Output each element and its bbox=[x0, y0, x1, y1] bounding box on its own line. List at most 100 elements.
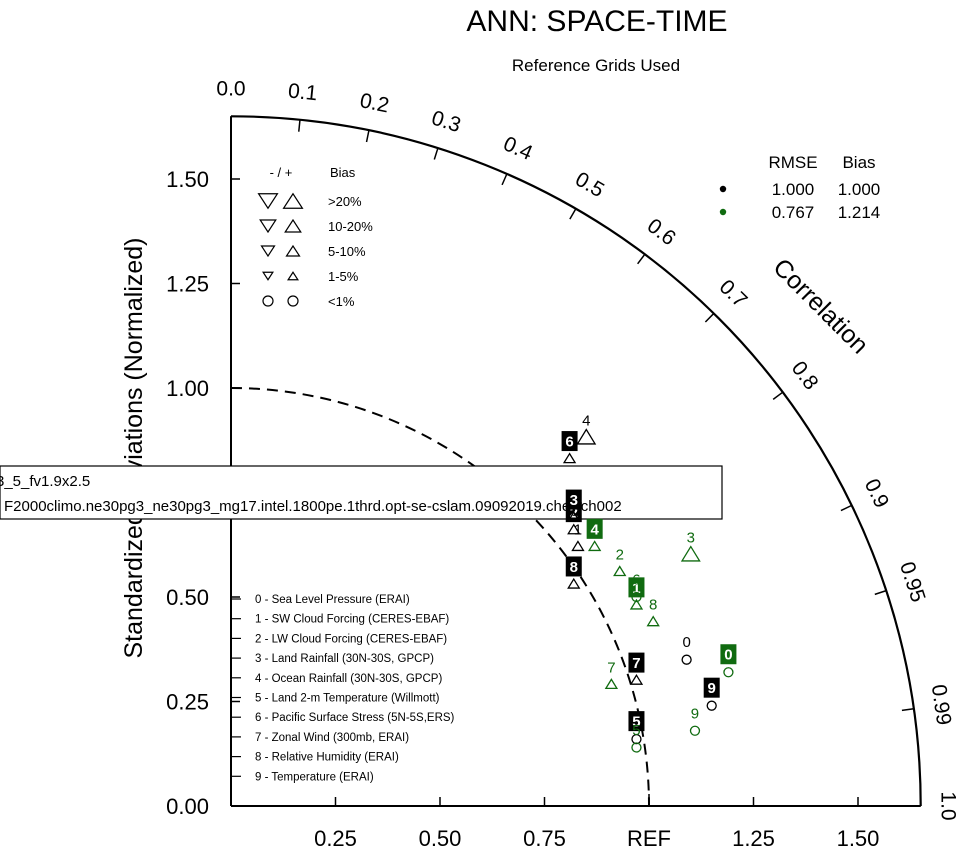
chart-title: ANN: SPACE-TIME bbox=[466, 5, 727, 38]
data-point-marker bbox=[567, 523, 581, 535]
correlation-tick-label: 0.4 bbox=[500, 132, 536, 165]
bias-legend-label: 10-20% bbox=[328, 219, 373, 234]
data-point-label: 8 bbox=[570, 559, 578, 576]
data-point-label-box bbox=[703, 677, 720, 698]
case-name-box bbox=[0, 465, 723, 520]
stats-rmse-header: RMSE bbox=[768, 153, 817, 172]
y-tick-label: 1.25 bbox=[166, 272, 209, 297]
bias-legend-bias-header: Bias bbox=[330, 165, 356, 180]
variable-list-item: 9 - Temperature (ERAI) bbox=[255, 771, 374, 783]
correlation-tick bbox=[501, 173, 508, 186]
data-point-marker bbox=[567, 510, 581, 522]
correlation-tick-label: 0.6 bbox=[643, 214, 680, 250]
data-point-label: 0 bbox=[724, 647, 732, 664]
variable-list-item: 7 - Zonal Wind (300mb, ERAI) bbox=[255, 732, 409, 744]
data-point-label: 3 bbox=[687, 530, 695, 547]
data-point-label: 7 bbox=[632, 655, 640, 672]
bias-legend-label: <1% bbox=[328, 294, 355, 309]
bias-legend-pos-icon bbox=[287, 271, 299, 281]
correlation-tick bbox=[365, 130, 370, 143]
stats-bias-value: 1.000 bbox=[838, 180, 881, 199]
correlation-tick-label: 0.99 bbox=[927, 683, 956, 727]
stats-bias-value: 1.214 bbox=[838, 203, 881, 222]
bias-legend-pos-icon bbox=[282, 192, 304, 209]
bias-legend-neg-icon bbox=[257, 193, 279, 210]
bias-legend-neg-icon bbox=[262, 271, 274, 281]
y-tick-label: 1.50 bbox=[166, 167, 209, 192]
bias-legend-pos-icon bbox=[285, 244, 301, 257]
data-point-marker bbox=[631, 742, 642, 753]
y-tick-label: 0.00 bbox=[166, 794, 209, 819]
data-point-label: 2 bbox=[616, 546, 624, 563]
x-tick-label: REF bbox=[627, 826, 671, 851]
variable-list-item: 4 - Ocean Rainfall (30N-30S, GPCP) bbox=[255, 673, 442, 685]
x-tick-label: 1.25 bbox=[732, 826, 775, 851]
data-point-label-box bbox=[565, 489, 582, 510]
data-point-marker bbox=[576, 428, 597, 445]
data-point-label: 9 bbox=[691, 705, 699, 722]
correlation-tick bbox=[874, 589, 887, 596]
bias-legend-label: >20% bbox=[328, 194, 362, 209]
y-tick-label: 1.00 bbox=[166, 376, 209, 401]
correlation-tick bbox=[637, 253, 646, 265]
correlation-tick bbox=[569, 208, 577, 220]
correlation-tick bbox=[298, 119, 301, 132]
data-point-label: 5 bbox=[632, 722, 640, 739]
data-point-label: 6 bbox=[565, 434, 573, 451]
stats-rmse-value: 1.000 bbox=[772, 180, 815, 199]
data-point-marker bbox=[613, 565, 627, 577]
data-point-label: 6 bbox=[632, 572, 640, 589]
correlation-tick-label: 0.8 bbox=[787, 357, 823, 394]
data-point-label: 1 bbox=[632, 580, 640, 597]
data-point-marker bbox=[588, 540, 602, 552]
variable-list-item: 5 - Land 2-m Temperature (Willmott) bbox=[255, 693, 440, 705]
x-tick-label: 0.50 bbox=[419, 826, 462, 851]
correlation-tick-label: 1.0 bbox=[937, 791, 960, 820]
data-point-label-box bbox=[565, 556, 582, 577]
correlation-tick bbox=[840, 504, 853, 512]
variable-list-item: 2 - LW Cloud Forcing (CERES-EBAF) bbox=[255, 633, 447, 645]
data-point-label: 0 bbox=[682, 634, 690, 651]
data-point-label: 4 bbox=[582, 413, 590, 430]
data-point-marker bbox=[604, 678, 619, 690]
data-point-marker bbox=[571, 540, 585, 552]
stats-bias-header: Bias bbox=[842, 153, 875, 172]
correlation-tick-label: 0.5 bbox=[571, 168, 608, 203]
variable-list-item: 6 - Pacific Surface Stress (5N-5S,ERS) bbox=[255, 712, 455, 724]
correlation-arc bbox=[230, 115, 922, 807]
bias-legend-pos-icon bbox=[284, 218, 302, 233]
data-point-label-box bbox=[628, 577, 645, 598]
data-point-label: 8 bbox=[649, 597, 657, 614]
data-point-marker bbox=[629, 598, 644, 610]
correlation-tick-label: 0.9 bbox=[860, 475, 893, 511]
variable-list-item: 1 - SW Cloud Forcing (CERES-EBAF) bbox=[255, 614, 449, 626]
x-tick-label: 0.75 bbox=[523, 826, 566, 851]
data-point-label: 3 bbox=[570, 492, 578, 509]
data-point-label-box bbox=[720, 644, 737, 665]
data-point-marker bbox=[689, 725, 701, 736]
data-point-label: 9 bbox=[708, 680, 716, 697]
variable-list-item: 8 - Relative Humidity (ERAI) bbox=[255, 752, 399, 764]
correlation-tick-label: 0.7 bbox=[715, 275, 752, 312]
bias-legend-label: 1-5% bbox=[328, 269, 359, 284]
data-point-label: 4 bbox=[590, 521, 599, 538]
bias-legend-pos-icon bbox=[287, 295, 299, 307]
variable-list-item: 3 - Land Rainfall (30N-30S, GPCP) bbox=[255, 653, 434, 665]
correlation-tick bbox=[772, 391, 784, 400]
correlation-tick bbox=[901, 707, 914, 712]
data-point-label-box bbox=[586, 518, 603, 539]
case-name-first: F2000climo.ne30pg3_ne30pg3_mg17.intel.18… bbox=[4, 498, 622, 515]
stats-series-dot bbox=[719, 185, 727, 193]
variable-list-item: 0 - Sea Level Pressure (ERAI) bbox=[255, 594, 410, 606]
data-point-marker bbox=[562, 452, 577, 464]
data-point-marker bbox=[723, 667, 734, 678]
data-point-label-box bbox=[628, 652, 645, 673]
data-point-label-box bbox=[561, 431, 578, 452]
chart-subtitle: Reference Grids Used bbox=[512, 56, 680, 75]
data-point-marker bbox=[567, 577, 581, 589]
y-axis-label: Standardized Deviations (Normalized) bbox=[120, 237, 148, 658]
correlation-tick bbox=[704, 312, 715, 323]
y-tick-label: 0.25 bbox=[166, 690, 209, 715]
correlation-tick-label: 0.3 bbox=[429, 106, 464, 137]
